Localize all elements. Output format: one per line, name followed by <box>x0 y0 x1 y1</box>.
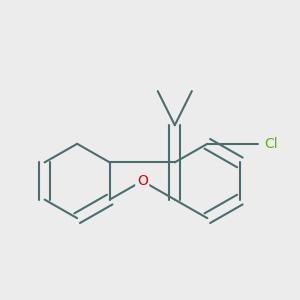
Text: Cl: Cl <box>264 137 278 151</box>
Text: O: O <box>137 174 148 188</box>
